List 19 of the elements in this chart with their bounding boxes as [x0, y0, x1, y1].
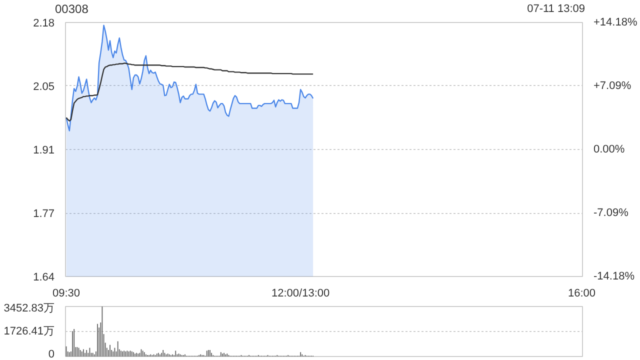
y2-tick-label: 0.00% [594, 144, 625, 156]
chart-title: 00308 [55, 1, 88, 18]
y-tick-label: 2.05 [33, 80, 55, 93]
y-tick-label: 2.18 [33, 18, 55, 30]
y2-tick-label: -14.18% [594, 270, 635, 282]
y-tick-label: 1.91 [33, 144, 55, 156]
x-tick-label: 09:30 [52, 288, 80, 300]
x-tick-label: 16:00 [568, 288, 596, 300]
y2-tick-label: +14.18% [594, 16, 638, 28]
y2-tick-label: +7.09% [594, 80, 632, 92]
y-tick-label: 1.77 [33, 208, 55, 220]
y2-tick-label: -7.09% [594, 207, 629, 219]
y-tick-label: 1.64 [33, 272, 55, 284]
chart-subtitle: 07-11 13:09 [527, 2, 585, 17]
x-tick-label: 12:00/13:00 [272, 288, 330, 300]
y-tick-label: 3452.83万 [4, 302, 55, 314]
y-tick-label: 0 [48, 348, 55, 360]
y-tick-label: 1726.41万 [4, 326, 55, 338]
line-series [66, 62, 314, 122]
